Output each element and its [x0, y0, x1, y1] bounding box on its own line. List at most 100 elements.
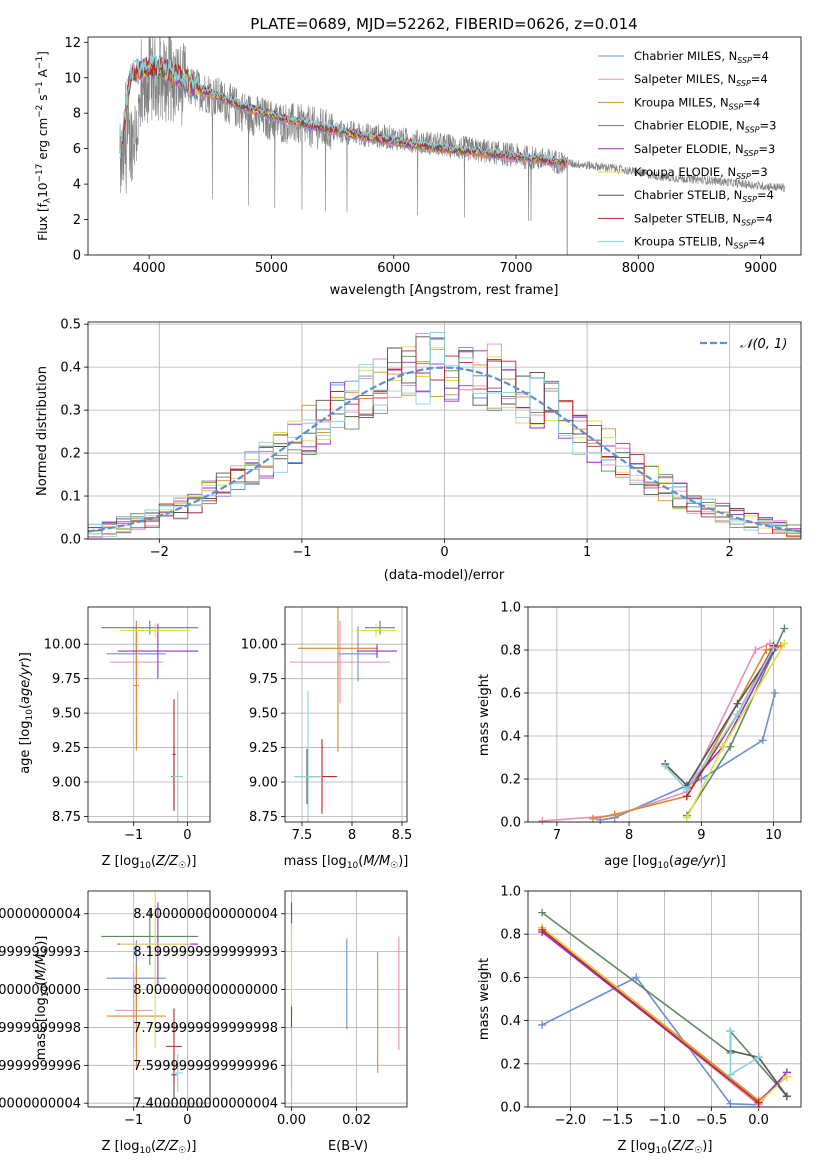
- legend-label-5: Kroupa ELODIE, NSSP=3: [634, 165, 768, 181]
- weight-vs-Z-point-7-1: [754, 1098, 763, 1107]
- residuals-xtick-label-1: −1: [292, 545, 311, 560]
- age-vs-Z-xtick-label-0: −1: [124, 828, 143, 843]
- weight-vs-age-point-0-3: [758, 736, 767, 745]
- age-vs-mass-ytick-label-2: 9.25: [249, 741, 278, 756]
- weight-vs-Z-point-3-0: [538, 908, 547, 917]
- spectrum-ytick-label-6: 12: [64, 36, 81, 51]
- weight-vs-age-point-8-2: [733, 710, 742, 719]
- mass-vs-Z-xtick-label-0: −1: [124, 1113, 143, 1128]
- residuals-xtick-label-3: 1: [583, 545, 591, 560]
- age-vs-mass-xtick-label-2: 8.5: [392, 828, 413, 843]
- residuals-xtick-label-0: −2: [150, 545, 169, 560]
- weight-vs-age-series-8: [664, 647, 775, 792]
- weight-vs-Z-point-8-0: [726, 1027, 735, 1036]
- weight-vs-Z-axes: −2.0 −1.5 −1.0 −0.5 0.0 0.0 0.2 0.4 0.6 0.8 1.0: [500, 885, 801, 1128]
- spectrum-frame: [87, 36, 802, 256]
- mass-vs-EBV-ytick-label-2: 7.7999999999999998: [133, 1021, 278, 1036]
- spectrum-xtick-label-3: 7000: [499, 261, 532, 276]
- weight-vs-age-ytick-label-4: 0.8: [500, 644, 521, 659]
- spectrum-xlabel: wavelength [Angstrom, rest frame]: [330, 283, 559, 298]
- weight-vs-Z-xtick-label-0: −2.0: [555, 1113, 587, 1128]
- mass-vs-Z-ytick-label-4: 8.1999999999999993: [0, 945, 81, 960]
- mass-vs-EBV-axes: 0.00 0.02 7.4000000000000004 7.599999999999…: [133, 891, 407, 1128]
- weight-vs-age-series-0: [600, 692, 776, 821]
- weight-vs-Z-point-8-1: [726, 1070, 735, 1079]
- gaussian-legend-label: 𝒩(0, 1): [740, 337, 787, 352]
- residuals-ytick-label-3: 0.3: [60, 404, 81, 419]
- spectrum-ytick-label-1: 2: [73, 213, 81, 228]
- weight-vs-age-point-1-0: [538, 816, 547, 825]
- residuals-xtick-label-4: 2: [726, 545, 734, 560]
- weight-vs-age-point-2-1: [610, 810, 619, 819]
- weight-vs-age-ytick-label-5: 1.0: [500, 601, 521, 616]
- weight-age-ylabel: mass weight: [477, 674, 492, 756]
- age-vs-mass-ytick-label-1: 9.00: [249, 776, 278, 791]
- residuals-ytick-label-5: 0.5: [60, 318, 81, 333]
- weight-vs-Z-point-5-2: [782, 1072, 791, 1081]
- weight-age-xlabel: age [log10(age/yr)]: [604, 854, 726, 871]
- age-vs-mass-ytick-label-0: 8.75: [249, 810, 278, 825]
- weight-vs-Z-series-8: [729, 1031, 760, 1077]
- mass-vs-Z-ytick-label-3: 8.0000000000000000: [0, 983, 81, 998]
- weight-vs-age-series-1: [542, 642, 771, 822]
- weight-vs-age-axes: 7 8 9 10 0.0 0.2 0.4 0.6 0.8 1.0: [500, 601, 801, 843]
- spectrum-ylabel: Flux [fλ10−17 erg cm−2 s−1 A−1]: [35, 51, 53, 241]
- mass-vs-EBV-ytick-label-1: 7.5999999999999996: [133, 1059, 278, 1074]
- weight-vs-age-point-5-1: [719, 742, 727, 751]
- residuals-ylabel: Normed distribution: [35, 366, 50, 496]
- gaussian-line: [87, 366, 802, 533]
- mass-vs-EBV-xtick-label-0: 0.00: [277, 1113, 306, 1128]
- spectrum-legend: Chabrier MILES, NSSP=4 Salpeter MILES, NS…: [598, 49, 776, 251]
- age-vs-mass-ytick-label-4: 9.75: [249, 672, 278, 687]
- weight-vs-Z-frame: [527, 890, 802, 1108]
- weight-vs-age-point-6-2: [733, 699, 742, 708]
- weight-vs-Z-ytick-label-2: 0.4: [500, 1014, 521, 1029]
- age-vs-mass-xtick-label-0: 7.5: [292, 828, 313, 843]
- spectrum-ytick-label-4: 8: [73, 107, 81, 122]
- weight-vs-age-xtick-label-3: 10: [765, 828, 782, 843]
- weight-vs-age-point-2-3: [762, 646, 771, 654]
- mass-vs-Z-axes: −1 0 7.4000000000000004 7.5999999999999996 7…: [0, 891, 210, 1128]
- mass-Z-xlabel: Z [log10(Z/Z☉)]: [102, 1139, 197, 1156]
- weight-vs-age-point-0-2: [697, 775, 706, 783]
- age-vs-mass-ytick-label-3: 9.50: [249, 707, 278, 722]
- weight-vs-age-point-8-0: [661, 762, 670, 771]
- age-vs-mass-axes: 7.5 8 8.5 8.75 9.00 9.25 9.50 9.75 10.00: [241, 607, 413, 843]
- spectrum-model-line-8: [119, 54, 568, 255]
- weight-vs-age-ytick-label-2: 0.4: [500, 730, 521, 745]
- age-vs-Z-frame: [87, 606, 211, 823]
- mass-vs-Z-ytick-label-5: 8.4000000000000004: [0, 907, 81, 922]
- mass-vs-EBV-ytick-label-5: 8.4000000000000004: [133, 907, 278, 922]
- mass-vs-Z-xtick-label-1: 0: [183, 1113, 191, 1128]
- legend-label-1: Salpeter MILES, NSSP=4: [634, 72, 768, 88]
- weight-vs-Z-point-6-3: [782, 1092, 791, 1101]
- age-vs-Z-ytick-label-3: 9.50: [52, 707, 81, 722]
- residuals-ytick-label-2: 0.2: [60, 447, 81, 462]
- weight-vs-Z-xtick-label-2: −1.0: [649, 1113, 681, 1128]
- ebv-xlabel: E(B-V): [328, 1139, 368, 1154]
- mass-Z-ylabel: mass [log10(M/M☉)]: [34, 936, 51, 1061]
- weight-vs-Z-ytick-label-3: 0.6: [500, 971, 521, 986]
- residual-hist-7: [88, 350, 801, 537]
- spectrum-ytick-label-3: 6: [73, 142, 81, 157]
- weight-vs-age-point-3-1: [726, 742, 735, 751]
- mass-vs-Z-frame: [87, 890, 211, 1108]
- weight-vs-age-point-2-0: [589, 814, 597, 823]
- weight-vs-Z-xtick-label-3: −0.5: [696, 1113, 728, 1128]
- mass-vs-Z-ytick-label-1: 7.5999999999999996: [0, 1059, 81, 1074]
- weight-vs-age-frame: [527, 606, 802, 823]
- weight-vs-age-xtick-label-0: 7: [553, 828, 561, 843]
- weight-vs-Z-xtick-label-4: 0.0: [748, 1113, 769, 1128]
- age-vs-Z-ytick-label-4: 9.75: [52, 672, 81, 687]
- age-Z-xlabel: Z [log10(Z/Z☉)]: [102, 854, 197, 871]
- age-vs-mass-frame: [284, 606, 408, 823]
- legend-label-3: Chabrier ELODIE, NSSP=3: [634, 119, 776, 135]
- weight-vs-Z-series-0: [541, 976, 759, 1106]
- weight-vs-age-point-1-3: [751, 646, 760, 654]
- weight-vs-age-ytick-label-0: 0.0: [500, 816, 521, 831]
- weight-vs-age-xtick-label-1: 8: [625, 828, 633, 843]
- mass-vs-Z-ytick-label-0: 7.4000000000000004: [0, 1097, 81, 1112]
- weight-vs-Z-ytick-label-5: 1.0: [500, 885, 521, 900]
- spectrum-ytick-label-2: 4: [73, 178, 81, 193]
